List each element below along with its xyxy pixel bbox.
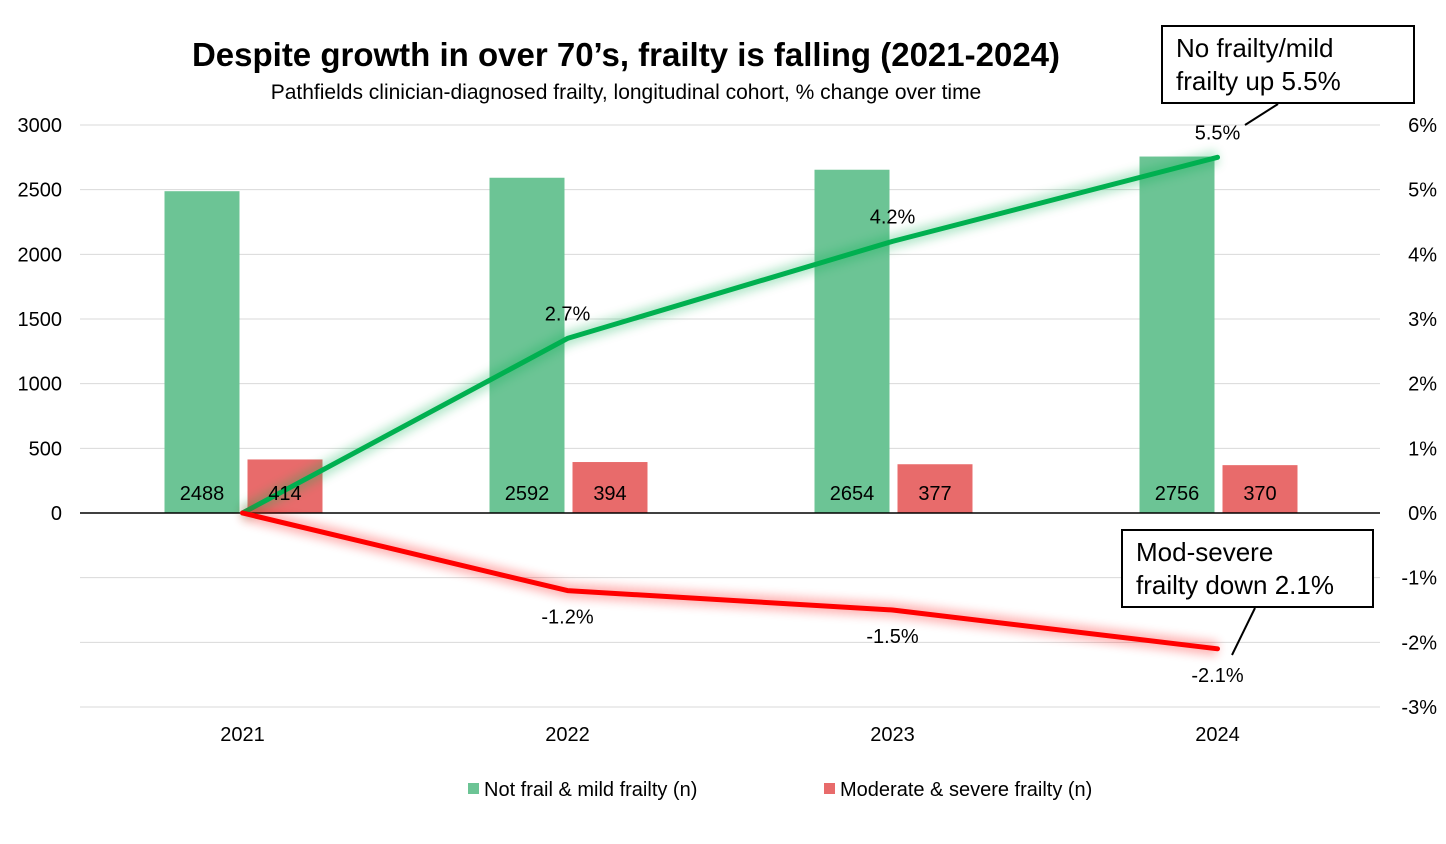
legend-label-green: Not frail & mild frailty (n) bbox=[484, 779, 697, 801]
bar-not-frail-mild bbox=[1139, 156, 1215, 514]
lines bbox=[239, 150, 1220, 656]
bar-value-label: 2756 bbox=[1155, 483, 1200, 505]
bar-not-frail-mild bbox=[814, 169, 890, 514]
line-glow bbox=[240, 506, 1219, 656]
bar-moderate-severe bbox=[1222, 465, 1298, 513]
legend: Not frail & mild frailty (n) Moderate & … bbox=[468, 779, 1092, 801]
line-not-frail-mild-pct bbox=[240, 154, 1220, 516]
y-right-tick-label: 5% bbox=[1408, 180, 1437, 202]
y-right-tick-label: 0% bbox=[1408, 503, 1437, 525]
y-right-tick-label: -2% bbox=[1401, 632, 1437, 654]
bar-value-label: 2592 bbox=[505, 483, 550, 505]
y-left-tick-label: 500 bbox=[29, 438, 62, 460]
bar-value-label: 377 bbox=[918, 483, 951, 505]
bar-value-label: 414 bbox=[268, 483, 301, 505]
y-right-tick-label: -3% bbox=[1401, 697, 1437, 719]
bar-value-label: 394 bbox=[593, 483, 626, 505]
y-left-tick-label: 2000 bbox=[18, 244, 63, 266]
x-tick-label: 2021 bbox=[220, 724, 265, 746]
bar-value-label: 2654 bbox=[830, 483, 875, 505]
axes: -3% -2% -1% 0% 1% 2% 3% 4% 5% 6% 0 500 1000 1500 2000 2… bbox=[18, 115, 1438, 746]
annotation-red: Mod-severe frailty down 2.1% bbox=[1121, 529, 1374, 656]
bar-moderate-severe bbox=[572, 462, 648, 513]
line-value-label: 2.7% bbox=[545, 303, 591, 325]
y-left-tick-label: 2500 bbox=[18, 180, 63, 202]
y-right-tick-label: 3% bbox=[1408, 309, 1437, 331]
y-right-tick-label: -1% bbox=[1401, 568, 1437, 590]
x-tick-label: 2024 bbox=[1195, 724, 1240, 746]
x-tick-label: 2022 bbox=[545, 724, 590, 746]
line-glow bbox=[239, 150, 1220, 520]
annotation-red-line2: frailty down 2.1% bbox=[1136, 570, 1334, 600]
annotation-green-line2: frailty up 5.5% bbox=[1176, 66, 1341, 96]
line-value-label: -1.5% bbox=[866, 626, 918, 648]
y-left-tick-label: 1500 bbox=[18, 309, 63, 331]
bars bbox=[164, 156, 1298, 514]
bar-not-frail-mild bbox=[164, 191, 240, 513]
line-value-label: 5.5% bbox=[1195, 122, 1241, 144]
y-left-tick-label: 0 bbox=[51, 503, 62, 525]
annotation-green-line1: No frailty/mild bbox=[1176, 33, 1333, 63]
bar-value-label: 2488 bbox=[180, 483, 225, 505]
line-moderate-severe-pct bbox=[240, 510, 1220, 652]
y-right-tick-label: 4% bbox=[1408, 244, 1437, 266]
line-value-label: 4.2% bbox=[870, 206, 916, 228]
y-left-tick-label: 3000 bbox=[18, 115, 63, 137]
x-tick-label: 2023 bbox=[870, 724, 915, 746]
line-value-label: -2.1% bbox=[1191, 665, 1243, 687]
y-left-tick-label: 1000 bbox=[18, 374, 63, 396]
y-right-tick-label: 1% bbox=[1408, 438, 1437, 460]
bar-value-label: 370 bbox=[1243, 483, 1276, 505]
chart-subtitle: Pathfields clinician-diagnosed frailty, … bbox=[271, 81, 982, 104]
y-right-tick-label: 2% bbox=[1408, 374, 1437, 396]
annotation-red-line1: Mod-severe bbox=[1136, 537, 1273, 567]
y-right-tick-label: 6% bbox=[1408, 115, 1437, 137]
legend-swatch-red bbox=[824, 783, 835, 794]
annotation-green: No frailty/mild frailty up 5.5% bbox=[1161, 25, 1415, 126]
bar-moderate-severe bbox=[897, 464, 973, 513]
chart-title: Despite growth in over 70’s, frailty is … bbox=[192, 36, 1060, 73]
legend-label-red: Moderate & severe frailty (n) bbox=[840, 779, 1092, 801]
gridlines bbox=[80, 124, 1380, 708]
line-value-label: -1.2% bbox=[541, 607, 593, 629]
legend-swatch-green bbox=[468, 783, 479, 794]
data-labels: 2488 2592 2654 2756 414 394 377 370 2.7% 4.2% 5.5%… bbox=[180, 122, 1277, 686]
